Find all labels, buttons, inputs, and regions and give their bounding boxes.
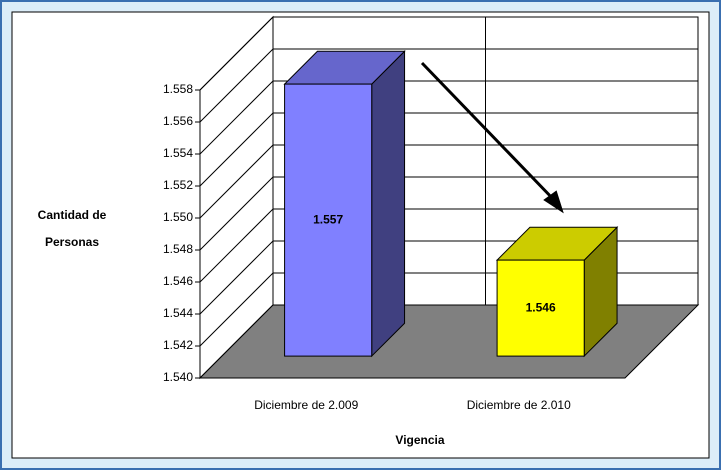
grid-line — [199, 80, 274, 155]
y-tick-label: 1.544 — [163, 306, 193, 320]
y-tick-label: 1.546 — [163, 274, 193, 288]
y-tick-label: 1.558 — [163, 82, 193, 96]
grid-line — [199, 272, 274, 347]
grid-line — [199, 16, 274, 91]
grid-line — [199, 240, 274, 315]
grid-line — [199, 208, 274, 283]
grid-line — [199, 112, 274, 187]
data-label: 1.546 — [526, 300, 556, 314]
x-tick-label: Diciembre de 2.010 — [467, 398, 571, 412]
floor — [198, 304, 700, 379]
y-tick-label: 1.548 — [163, 242, 193, 256]
y-tick-label: 1.554 — [163, 146, 193, 160]
grid-line — [199, 48, 274, 123]
y-tick-label: 1.540 — [163, 370, 193, 384]
y-tick-label: 1.552 — [163, 178, 193, 192]
grid-line — [199, 144, 274, 219]
grid-line — [199, 176, 274, 251]
trend-arrow — [420, 61, 558, 204]
bar — [284, 83, 373, 357]
data-label: 1.557 — [313, 212, 343, 226]
y-tick-label: 1.542 — [163, 338, 193, 352]
bar-side — [371, 50, 406, 358]
y-axis-label: Cantidad de Personas — [37, 208, 107, 249]
x-tick-label: Diciembre de 2.009 — [254, 398, 358, 412]
trend-arrow-head — [543, 190, 564, 214]
x-axis-label: Vigencia — [395, 433, 444, 447]
y-tick-label: 1.556 — [163, 114, 193, 128]
y-tick-label: 1.550 — [163, 210, 193, 224]
bar — [496, 259, 585, 357]
